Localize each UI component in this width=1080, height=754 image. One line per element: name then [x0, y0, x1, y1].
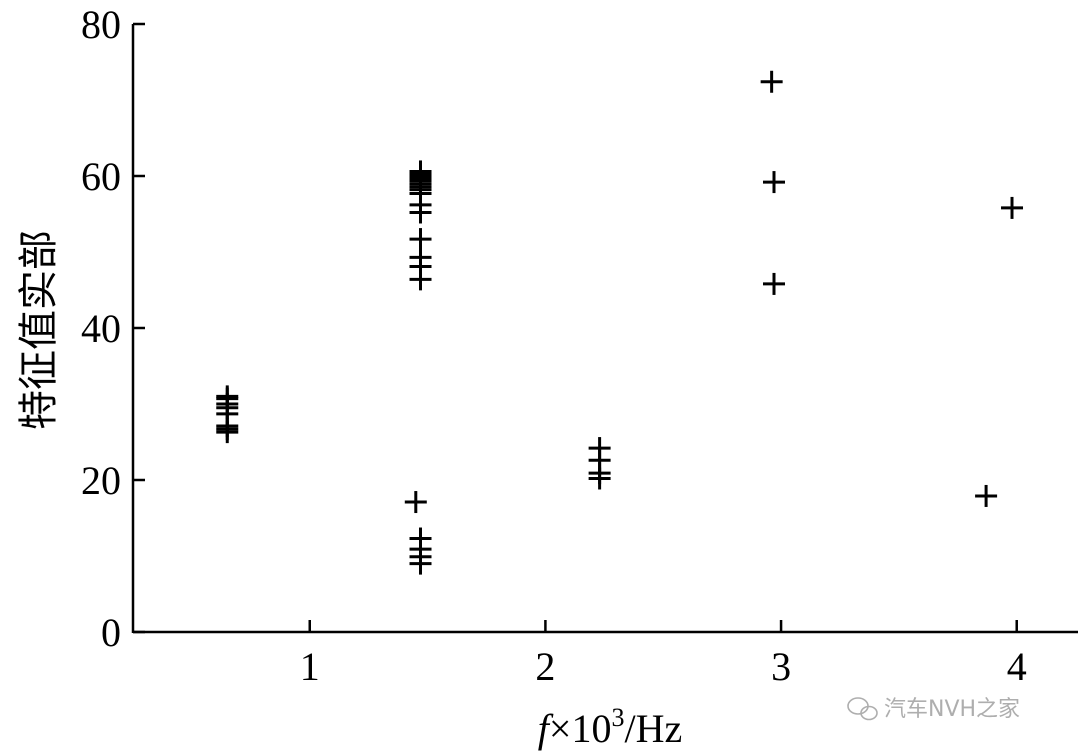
data-point	[409, 552, 432, 575]
x-axis-title-sup: 3	[611, 703, 624, 732]
x-axis-title-mid: ×10	[549, 706, 612, 751]
y-tick-label: 40	[81, 306, 121, 351]
x-tick-label: 4	[1007, 644, 1027, 689]
y-tick-label: 0	[101, 610, 121, 655]
x-axis-title: f×103/Hz	[538, 703, 682, 751]
data-point	[1001, 196, 1024, 219]
y-tick-label: 60	[81, 154, 121, 199]
data-point	[762, 171, 785, 194]
data-point	[975, 484, 998, 507]
data-point	[409, 201, 432, 224]
data-point	[760, 70, 783, 93]
watermark-text: 汽车NVH之家	[884, 697, 1020, 722]
watermark: 汽车NVH之家	[847, 697, 1020, 722]
data-point	[216, 421, 239, 444]
y-tick-label: 80	[81, 2, 121, 47]
x-axis-title-unit: /Hz	[624, 706, 682, 751]
y-axis-title: 特征值实部	[16, 230, 61, 430]
data-point	[409, 268, 432, 291]
y-tick-label: 20	[81, 458, 121, 503]
x-tick-label: 3	[771, 644, 791, 689]
data-point	[404, 491, 427, 514]
data-point	[762, 272, 785, 295]
x-tick-label: 1	[300, 644, 320, 689]
data-point	[588, 467, 611, 490]
wechat-icon	[847, 697, 878, 721]
data-points	[216, 70, 1024, 575]
x-tick-label: 2	[535, 644, 555, 689]
